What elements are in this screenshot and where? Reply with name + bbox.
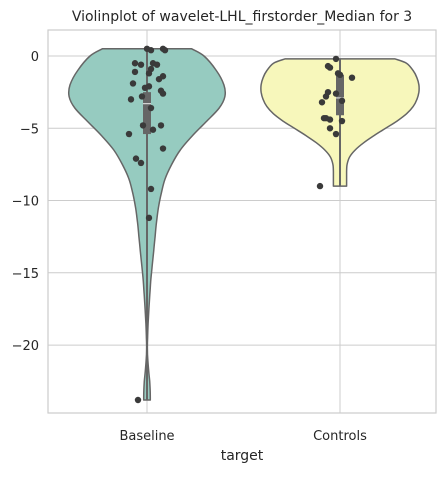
y-tick-label: −5 — [20, 122, 39, 137]
data-point — [326, 116, 334, 123]
data-point — [161, 47, 169, 54]
data-point — [131, 60, 139, 67]
iqr-box-controls — [336, 74, 344, 116]
data-point — [138, 93, 146, 100]
data-point — [145, 70, 153, 77]
data-point — [326, 64, 334, 71]
x-axis-label: target — [221, 448, 264, 464]
data-point — [139, 122, 147, 129]
data-point — [147, 185, 155, 193]
data-point — [132, 155, 140, 162]
axes: 0 −5 −10 −15 −20 Baseline Controls — [12, 50, 368, 444]
data-point — [157, 122, 165, 129]
y-tick-label: −10 — [12, 195, 39, 210]
data-point — [145, 214, 153, 222]
data-point — [137, 61, 145, 68]
data-point — [149, 126, 157, 133]
data-point — [338, 97, 346, 105]
y-tick-label: −20 — [12, 339, 39, 354]
x-tick-label: Baseline — [119, 429, 174, 444]
data-point — [336, 71, 344, 79]
data-point — [318, 99, 326, 106]
y-tick-label: −15 — [12, 267, 39, 282]
data-point — [129, 80, 137, 87]
data-point — [322, 93, 330, 100]
data-point — [147, 104, 155, 112]
data-point — [159, 90, 167, 97]
data-point — [326, 125, 334, 132]
data-point — [147, 47, 155, 54]
violins — [67, 48, 420, 401]
data-point — [316, 182, 324, 190]
data-point — [137, 159, 145, 167]
data-point — [127, 96, 135, 103]
data-point — [155, 75, 163, 83]
iqr-box-baseline — [143, 92, 151, 135]
data-point — [153, 61, 161, 68]
data-point — [332, 90, 340, 97]
data-point — [159, 145, 167, 152]
data-point — [131, 68, 139, 76]
y-tick-label: 0 — [31, 50, 39, 65]
data-point — [348, 74, 356, 81]
data-point — [125, 130, 133, 138]
data-point — [141, 84, 149, 92]
chart-title: Violinplot of wavelet-LHL_firstorder_Med… — [72, 9, 412, 25]
data-point — [332, 130, 340, 138]
data-point — [134, 396, 142, 404]
x-tick-label: Controls — [313, 429, 367, 444]
data-points — [125, 45, 356, 404]
data-point — [332, 55, 340, 63]
data-point — [338, 117, 346, 125]
